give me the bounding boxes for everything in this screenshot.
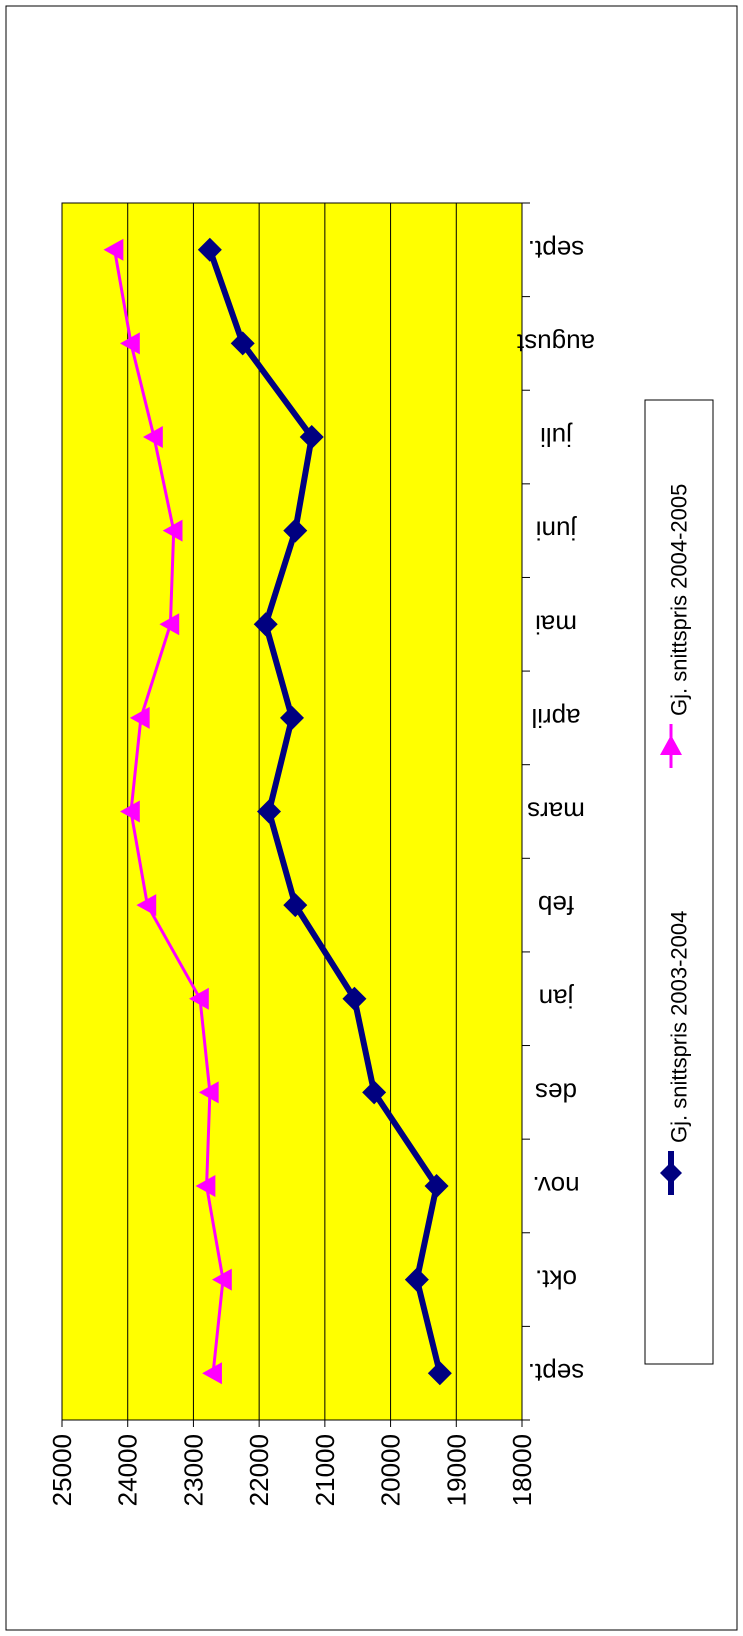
data-point-diamond (257, 799, 281, 824)
data-point-triangle (162, 519, 183, 542)
value-axis-tick-label: 18000 (507, 1434, 537, 1506)
category-axis-tick-label: okt. (535, 1265, 577, 1295)
data-point-triangle (143, 426, 163, 449)
legend: Gj. snittspris 2003-2004 Gj. snittspris 2… (644, 399, 714, 1365)
data-point-diamond (660, 1162, 682, 1184)
series-1 (197, 237, 452, 1386)
category-axis-tick-label: mars (527, 797, 585, 827)
value-axis-tick-label: 23000 (178, 1434, 208, 1506)
category-axis-tick-label: sept. (528, 235, 584, 265)
category-axis-tick-label: august (516, 328, 595, 358)
value-axis-tick-label: 20000 (376, 1434, 406, 1506)
data-point-diamond (362, 1080, 387, 1105)
legend-entry-1: Gj. snittspris 2003-2004 (660, 911, 692, 1195)
category-axis-tick-label: feb (538, 890, 574, 920)
legend-entry-2: Gj. snittspris 2004-2005 (660, 484, 692, 768)
data-point-triangle (103, 238, 124, 261)
value-axis-tick-label: 22000 (244, 1434, 274, 1506)
data-point-triangle (198, 1081, 219, 1104)
data-point-triangle (212, 1268, 232, 1291)
category-axis-tick-label: juni (536, 516, 577, 546)
data-point-triangle (159, 613, 180, 636)
legend-label: Gj. snittspris 2003-2004 (667, 911, 692, 1143)
data-point-diamond (424, 1173, 449, 1198)
category-axis-tick-label: sept. (528, 1358, 584, 1388)
category-axis-tick-label: nov. (532, 1171, 579, 1201)
data-point-triangle (120, 332, 140, 355)
value-axis-tick-label: 21000 (310, 1434, 340, 1506)
category-axis-tick-label: mai (535, 609, 577, 639)
legend-box (644, 399, 714, 1365)
data-point-diamond (342, 986, 367, 1011)
data-point-triangle (202, 1362, 222, 1385)
category-axis-tick-label: des (535, 1077, 577, 1107)
data-point-diamond (404, 1267, 429, 1292)
category-axis-tick-label: juli (540, 422, 573, 452)
category-axis-tick-label: april (531, 703, 580, 733)
data-point-triangle (129, 706, 150, 729)
data-point-triangle (195, 1174, 216, 1197)
data-point-triangle (136, 894, 157, 917)
plot-area: 25000 24000 23000 22000 21000 20000 19000 18000… (47, 202, 595, 1506)
data-point-triangle (189, 987, 209, 1010)
data-point-diamond (427, 1361, 452, 1386)
data-point-diamond (197, 237, 222, 262)
legend-marker-triangle (660, 735, 682, 755)
value-axis-tick-label: 24000 (113, 1434, 143, 1506)
data-point-diamond (230, 331, 255, 356)
data-point-diamond (283, 893, 308, 918)
value-axis-tick-label: 19000 (441, 1434, 471, 1506)
data-point-diamond (280, 705, 304, 730)
legend-label: Gj. snittspris 2004-2005 (667, 484, 692, 716)
data-point-triangle (120, 800, 140, 823)
data-point-diamond (253, 612, 278, 637)
series-2 (103, 238, 232, 1385)
value-axis-tick-label: 25000 (47, 1434, 77, 1506)
category-axis-tick-label: jan (539, 984, 575, 1014)
data-point-diamond (283, 518, 308, 543)
data-point-diamond (299, 425, 324, 450)
